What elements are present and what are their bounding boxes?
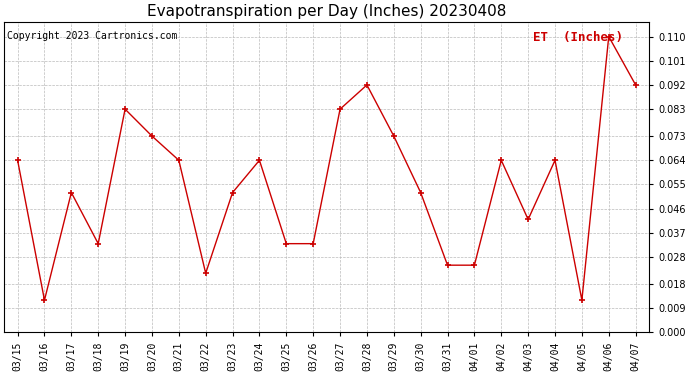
Text: ET  (Inches): ET (Inches) [533,31,623,44]
Text: Copyright 2023 Cartronics.com: Copyright 2023 Cartronics.com [8,31,178,41]
Title: Evapotranspiration per Day (Inches) 20230408: Evapotranspiration per Day (Inches) 2023… [147,4,506,19]
